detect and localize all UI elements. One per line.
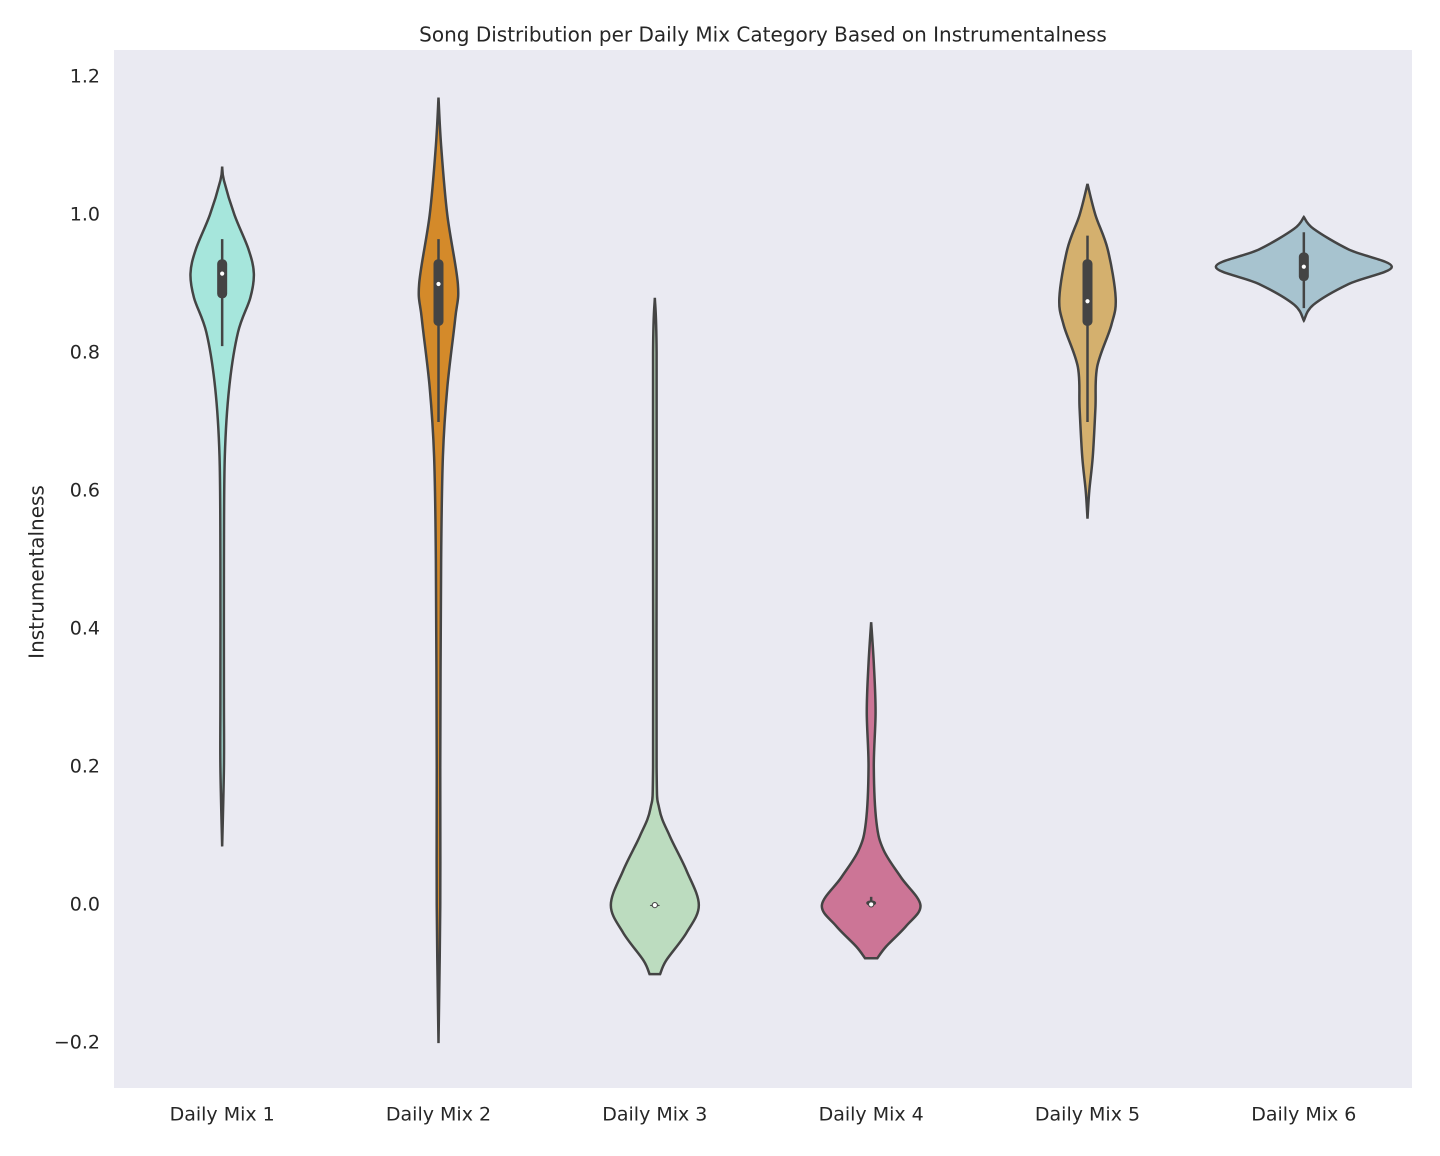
violin-body bbox=[820, 622, 922, 960]
violin-body bbox=[609, 297, 701, 976]
y-tick-label: 1.0 bbox=[70, 203, 100, 225]
x-tick-label: Daily Mix 3 bbox=[602, 1104, 707, 1126]
box bbox=[1082, 259, 1093, 326]
box bbox=[217, 259, 228, 299]
y-tick-label: 0.0 bbox=[70, 894, 100, 916]
y-tick-label: 0.2 bbox=[70, 756, 100, 778]
chart-title: Song Distribution per Daily Mix Category… bbox=[419, 23, 1107, 47]
median bbox=[868, 901, 875, 908]
plot-background bbox=[114, 50, 1412, 1088]
y-tick-label: 0.8 bbox=[70, 341, 100, 363]
violin-body bbox=[189, 166, 256, 847]
y-tick-label: 0.4 bbox=[70, 618, 100, 640]
x-tick-label: Daily Mix 2 bbox=[386, 1104, 491, 1126]
x-tick-label: Daily Mix 6 bbox=[1251, 1104, 1356, 1126]
y-tick-label: 1.2 bbox=[70, 65, 100, 87]
median bbox=[1300, 263, 1307, 270]
violin-body bbox=[417, 97, 460, 1044]
x-tick-label: Daily Mix 1 bbox=[170, 1104, 275, 1126]
x-tick-label: Daily Mix 4 bbox=[819, 1104, 924, 1126]
box bbox=[433, 259, 444, 326]
median bbox=[1084, 298, 1091, 305]
median bbox=[651, 902, 658, 909]
x-tick-label: Daily Mix 5 bbox=[1035, 1104, 1140, 1126]
median bbox=[219, 270, 226, 277]
y-axis-label: Instrumentalness bbox=[25, 485, 49, 659]
y-tick-label: 0.6 bbox=[70, 480, 100, 502]
y-tick-label: −0.2 bbox=[54, 1032, 100, 1054]
median bbox=[435, 280, 442, 288]
